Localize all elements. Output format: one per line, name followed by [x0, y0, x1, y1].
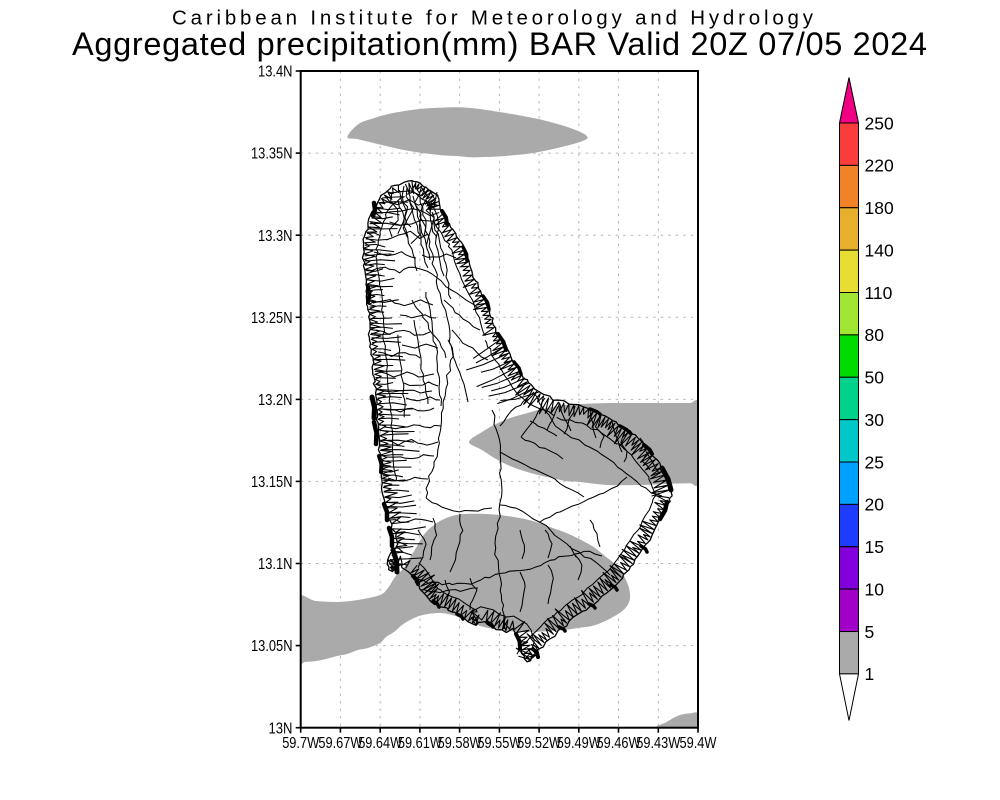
svg-text:50: 50: [865, 368, 885, 388]
svg-text:180: 180: [865, 198, 894, 218]
svg-text:25: 25: [865, 452, 884, 472]
svg-text:59.58W: 59.58W: [438, 735, 482, 752]
svg-text:1: 1: [865, 664, 875, 684]
svg-text:59.7W: 59.7W: [282, 735, 319, 752]
svg-text:13.4N: 13.4N: [258, 64, 293, 81]
svg-text:30: 30: [865, 410, 885, 430]
svg-text:13.35N: 13.35N: [251, 146, 293, 163]
svg-text:59.49W: 59.49W: [557, 735, 601, 752]
svg-text:59.52W: 59.52W: [517, 735, 561, 752]
svg-text:5: 5: [865, 622, 875, 642]
svg-text:13.15N: 13.15N: [251, 474, 293, 491]
svg-text:20: 20: [865, 495, 885, 515]
svg-text:80: 80: [865, 325, 885, 345]
svg-text:Aggregated precipitation(mm) B: Aggregated precipitation(mm) BAR Valid 2…: [72, 26, 927, 62]
svg-text:59.43W: 59.43W: [636, 735, 680, 752]
svg-text:15: 15: [865, 537, 884, 557]
svg-text:13.1N: 13.1N: [258, 556, 293, 573]
svg-text:13.05N: 13.05N: [251, 638, 293, 655]
svg-text:59.55W: 59.55W: [477, 735, 521, 752]
svg-text:13.3N: 13.3N: [258, 228, 293, 245]
svg-text:59.64W: 59.64W: [358, 735, 402, 752]
svg-text:250: 250: [865, 113, 894, 133]
svg-text:59.67W: 59.67W: [318, 735, 362, 752]
svg-text:13N: 13N: [269, 720, 293, 737]
svg-text:110: 110: [865, 283, 893, 303]
svg-text:59.4W: 59.4W: [680, 735, 717, 752]
svg-text:13.2N: 13.2N: [258, 392, 293, 409]
svg-text:10: 10: [865, 579, 885, 599]
svg-text:140: 140: [865, 240, 894, 260]
svg-text:220: 220: [865, 156, 894, 176]
svg-text:13.25N: 13.25N: [251, 310, 293, 327]
svg-text:59.61W: 59.61W: [398, 735, 442, 752]
svg-text:59.46W: 59.46W: [597, 735, 641, 752]
